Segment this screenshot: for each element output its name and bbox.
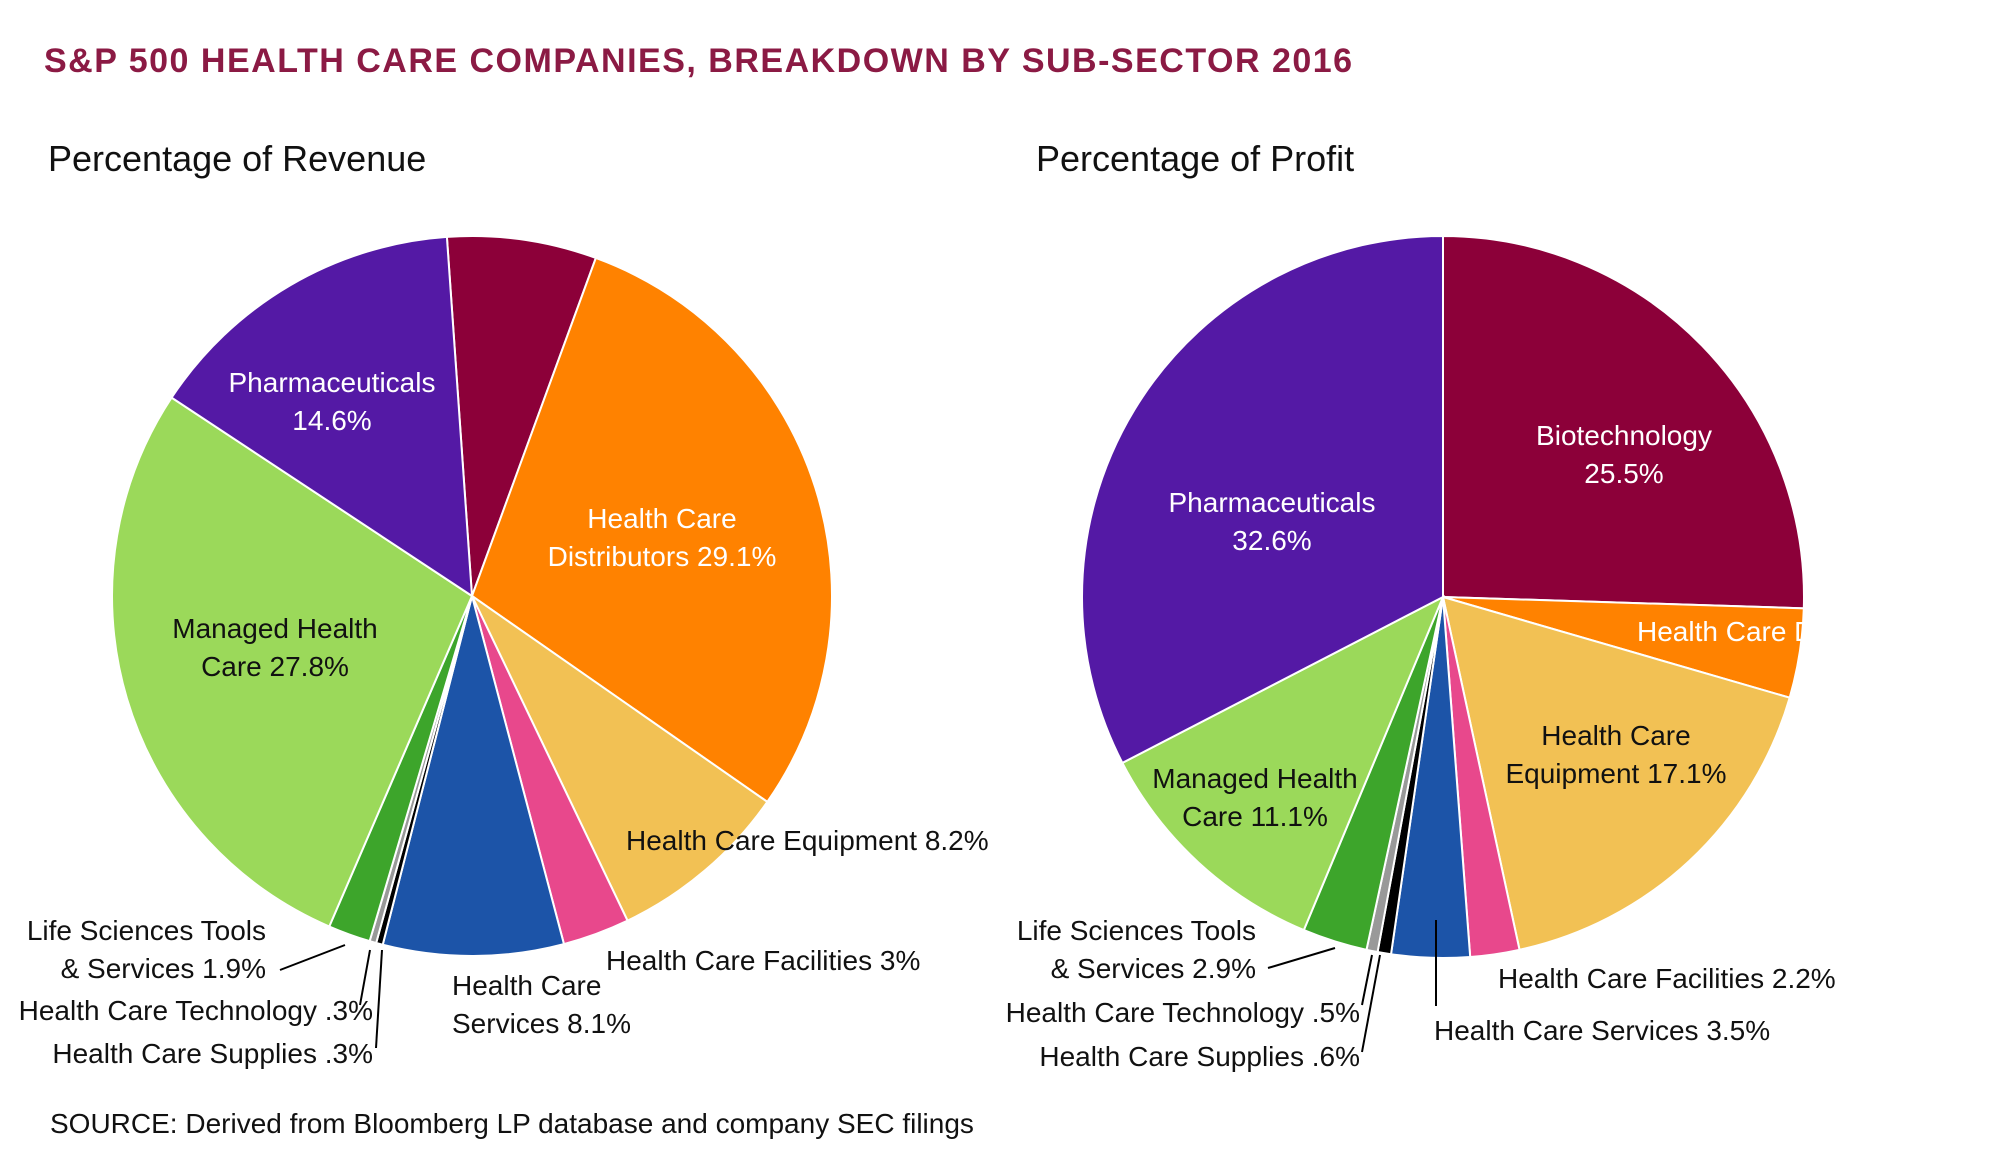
- profit-label-health-care-technology: Health Care Technology .5%: [1006, 997, 1360, 1028]
- profit-label-health-care-facilities: Health Care Facilities 2.2%: [1498, 963, 1836, 994]
- profit-pie: Biotechnology 25.5% Health Care Distributo…: [1006, 234, 1984, 1072]
- revenue-label-health-care-facilities: Health Care Facilities 3%: [606, 945, 920, 976]
- profit-slice-biotechnology: [1442, 234, 1805, 610]
- profit-label-managed-health-care: Managed Health Care 11.1%: [1152, 763, 1357, 832]
- revenue-chart-title: Percentage of Revenue: [48, 138, 427, 179]
- profit-label-life-sciences-tools-and-services: Life Sciences Tools & Services 2.9%: [1017, 915, 1256, 984]
- revenue-label-biotechnology: Biotechnology 6.7%: [523, 193, 771, 224]
- revenue-slice-biotechnology: [445, 235, 598, 597]
- profit-label-health-care-services: Health Care Services 3.5%: [1434, 1015, 1770, 1046]
- revenue-slice-health-care-services: [381, 592, 566, 957]
- revenue-label-health-care-technology: Health Care Technology .3%: [19, 995, 373, 1026]
- revenue-label-health-care-supplies: Health Care Supplies .3%: [52, 1038, 373, 1069]
- profit-leader-health-care-supplies: [1361, 954, 1381, 1053]
- profit-label-health-care-distributors: Health Care Distributors 4%: [1637, 616, 1984, 647]
- revenue-label-life-sciences-tools-and-services: Life Sciences Tools & Services 1.9%: [27, 915, 266, 984]
- chart-title: S&P 500 HEALTH CARE COMPANIES, BREAKDOWN…: [44, 42, 1354, 80]
- revenue-label-pharmaceuticals: Pharmaceuticals 14.6%: [229, 367, 436, 436]
- profit-label-pharmaceuticals: Pharmaceuticals 32.6%: [1169, 487, 1376, 556]
- revenue-leader-life-sciences-tools-and-services: [279, 944, 346, 971]
- revenue-slice-pharmaceuticals: [170, 235, 474, 598]
- profit-label-health-care-equipment: Health Care Equipment 17.1%: [1505, 720, 1726, 789]
- profit-leader-health-care-technology: [1361, 954, 1373, 1006]
- revenue-label-health-care-equipment: Health Care Equipment 8.2%: [626, 825, 989, 856]
- profit-leader-life-sciences-tools-and-services: [1267, 947, 1336, 969]
- revenue-label-managed-health-care: Managed Health Care 27.8%: [172, 613, 377, 682]
- revenue-leader-health-care-technology: [359, 949, 371, 1006]
- revenue-slice-health-care-distributors: [470, 256, 834, 804]
- profit-slice-pharmaceuticals: [1080, 234, 1444, 765]
- profit-label-health-care-supplies: Health Care Supplies .6%: [1039, 1041, 1360, 1072]
- source-note: SOURCE: Derived from Bloomberg LP databa…: [50, 1108, 974, 1139]
- revenue-label-health-care-services: Health Care Services 8.1%: [452, 970, 631, 1039]
- profit-label-biotechnology: Biotechnology 25.5%: [1536, 420, 1712, 489]
- revenue-leader-health-care-supplies: [375, 949, 383, 1049]
- revenue-slice-managed-health-care: [111, 396, 474, 928]
- revenue-pie: Biotechnology 6.7% Health Care Distributor…: [19, 193, 989, 1069]
- revenue-label-health-care-distributors: Health Care Distributors 29.1%: [548, 503, 777, 572]
- profit-slice-managed-health-care: [1121, 594, 1445, 932]
- revenue-slice-health-care-equipment: [469, 593, 769, 922]
- profit-chart-title: Percentage of Profit: [1036, 138, 1355, 179]
- profit-slice-health-care-equipment: [1441, 595, 1791, 951]
